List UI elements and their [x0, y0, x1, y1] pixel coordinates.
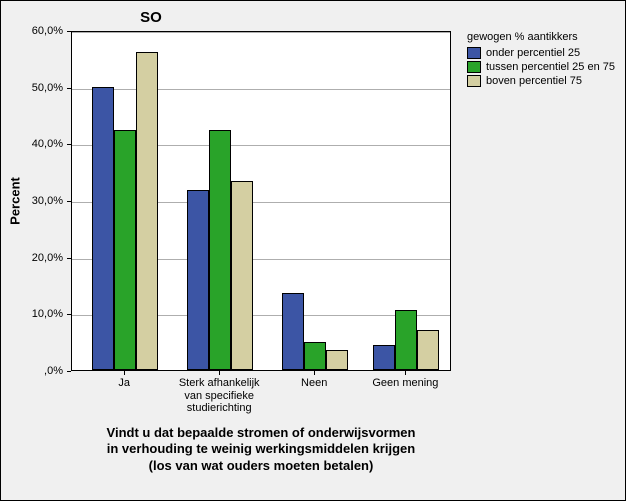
bar	[304, 342, 326, 370]
y-tick-mark	[67, 314, 71, 315]
legend-label: boven percentiel 75	[486, 75, 582, 87]
y-tick-label: 60,0%	[13, 25, 63, 37]
legend-label: onder percentiel 25	[486, 47, 580, 59]
bar	[395, 310, 417, 370]
bar	[373, 345, 395, 371]
y-tick-label: 40,0%	[13, 138, 63, 150]
y-tick-mark	[67, 144, 71, 145]
x-tick-label: Geen mening	[355, 377, 455, 390]
y-tick-mark	[67, 88, 71, 89]
bar	[136, 52, 158, 370]
x-tick-label: Sterk afhankelijkvan specifiekestudieric…	[169, 377, 269, 415]
bar	[231, 181, 253, 370]
chart-container: SO Percent Vindt u dat bepaalde stromen …	[0, 0, 626, 501]
legend-item: onder percentiel 25	[467, 47, 615, 59]
bar	[92, 87, 114, 370]
legend: gewogen % aantikkers onder percentiel 25…	[467, 31, 615, 89]
x-tick-label: Ja	[74, 377, 174, 390]
y-tick-mark	[67, 371, 71, 372]
legend-swatch	[467, 75, 481, 87]
legend-item: tussen percentiel 25 en 75	[467, 61, 615, 73]
bar	[282, 293, 304, 370]
x-tick-label: Neen	[264, 377, 364, 390]
legend-swatch	[467, 47, 481, 59]
x-tick-mark	[219, 371, 220, 375]
y-tick-label: 50,0%	[13, 82, 63, 94]
bar	[209, 130, 231, 370]
y-tick-label: 30,0%	[13, 195, 63, 207]
y-tick-mark	[67, 31, 71, 32]
bar	[326, 350, 348, 370]
bar	[114, 130, 136, 370]
bar	[417, 330, 439, 370]
bars-layer	[72, 32, 450, 370]
legend-label: tussen percentiel 25 en 75	[486, 61, 615, 73]
chart-title: SO	[1, 9, 301, 26]
y-tick-mark	[67, 258, 71, 259]
y-tick-label: ,0%	[13, 365, 63, 377]
x-tick-mark	[124, 371, 125, 375]
legend-swatch	[467, 61, 481, 73]
plot-area	[71, 31, 451, 371]
x-tick-mark	[405, 371, 406, 375]
legend-item: boven percentiel 75	[467, 75, 615, 87]
x-tick-mark	[314, 371, 315, 375]
y-tick-label: 20,0%	[13, 252, 63, 264]
y-tick-label: 10,0%	[13, 308, 63, 320]
y-tick-mark	[67, 201, 71, 202]
bar	[187, 190, 209, 370]
legend-title: gewogen % aantikkers	[467, 31, 615, 43]
x-axis-label: Vindt u dat bepaalde stromen of onderwij…	[71, 425, 451, 474]
